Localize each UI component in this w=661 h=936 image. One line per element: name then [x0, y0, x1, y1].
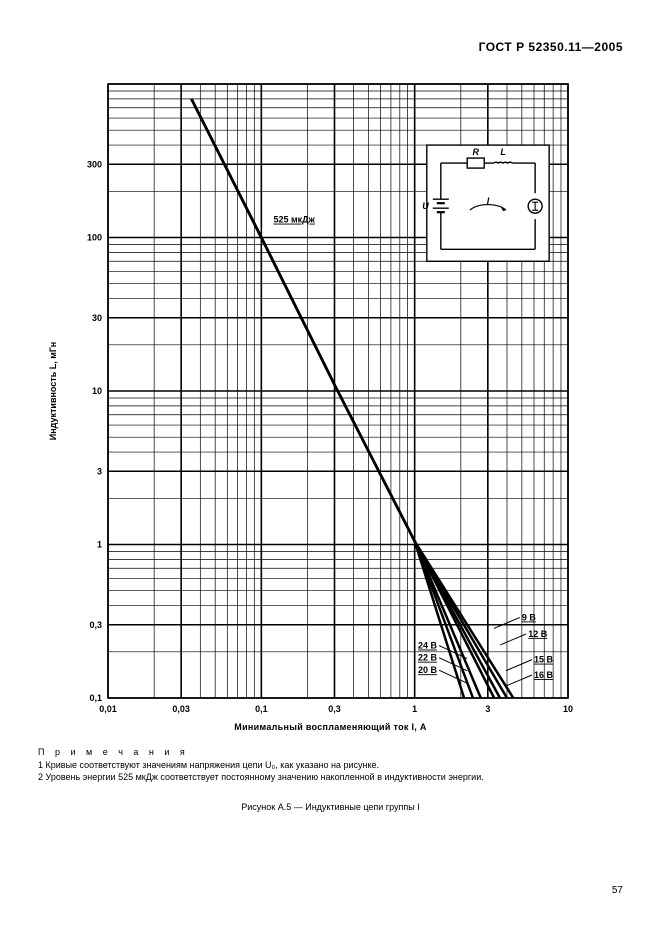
page-number: 57: [612, 885, 623, 896]
svg-text:16 В: 16 В: [534, 670, 554, 680]
svg-text:100: 100: [87, 233, 102, 243]
svg-text:10: 10: [92, 386, 102, 396]
svg-text:1: 1: [412, 704, 417, 714]
svg-text:20 В: 20 В: [418, 665, 438, 675]
page-header: ГОСТ Р 52350.11—2005: [38, 40, 623, 54]
svg-text:3: 3: [485, 704, 490, 714]
svg-text:15 В: 15 В: [534, 655, 554, 665]
svg-text:1: 1: [97, 540, 102, 550]
svg-text:0,3: 0,3: [328, 704, 341, 714]
svg-text:24 В: 24 В: [418, 641, 438, 651]
chart-container: 0,01 0,03 0,1 0,3 1 3 10 0,1 0,3 1 3 10 30 100 300 Инду…: [38, 78, 623, 718]
note-1: 1 Кривые соответствуют значениям напряже…: [38, 759, 623, 772]
svg-text:22 В: 22 В: [418, 653, 438, 663]
inductance-chart: 0,01 0,03 0,1 0,3 1 3 10 0,1 0,3 1 3 10 30 100 300 Инду…: [38, 78, 598, 718]
svg-text:300: 300: [87, 159, 102, 169]
svg-text:9 В: 9 В: [522, 612, 537, 622]
notes-block: П р и м е ч а н и я 1 Кривые соответству…: [38, 746, 623, 784]
svg-text:L: L: [500, 147, 506, 157]
svg-text:525 мкДж: 525 мкДж: [273, 215, 315, 225]
x-axis-label: Минимальный воспламеняющий ток I, А: [38, 722, 623, 732]
note-2: 2 Уровень энергии 525 мкДж соответствует…: [38, 771, 623, 784]
svg-text:0,1: 0,1: [89, 693, 102, 703]
svg-text:R: R: [472, 147, 479, 157]
svg-text:Индуктивность L, мГн: Индуктивность L, мГн: [48, 342, 58, 440]
svg-text:12 В: 12 В: [528, 629, 548, 639]
svg-text:U: U: [422, 201, 429, 211]
svg-text:0,1: 0,1: [255, 704, 268, 714]
svg-text:30: 30: [92, 313, 102, 323]
svg-text:3: 3: [97, 466, 102, 476]
figure-caption: Рисунок А.5 — Индуктивные цепи группы I: [38, 802, 623, 812]
svg-text:0,03: 0,03: [172, 704, 190, 714]
svg-text:0,01: 0,01: [99, 704, 117, 714]
svg-text:10: 10: [563, 704, 573, 714]
notes-title: П р и м е ч а н и я: [38, 746, 623, 759]
svg-text:0,3: 0,3: [89, 620, 102, 630]
